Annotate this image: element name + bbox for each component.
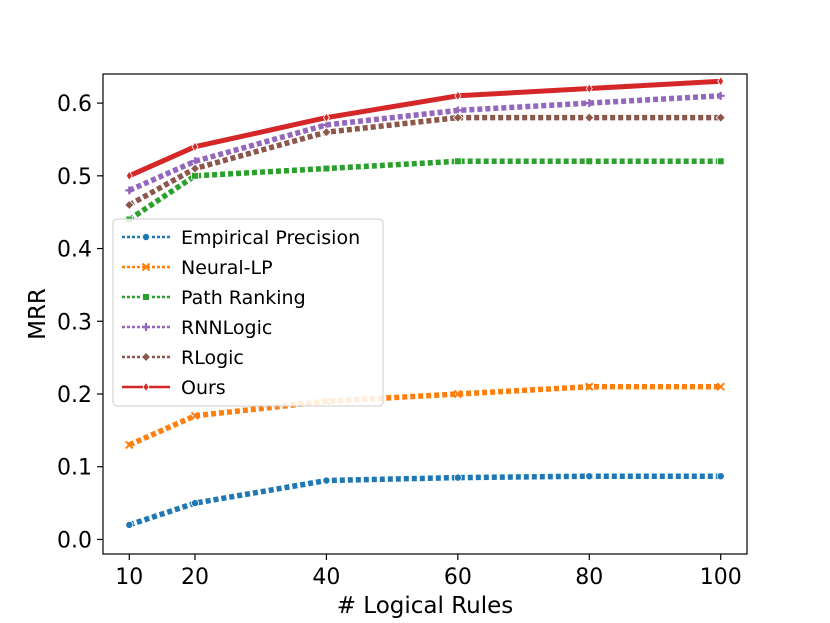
legend-frame xyxy=(112,218,384,407)
legend-entry-rnnlogic: RNNLogic xyxy=(122,317,272,339)
data-point-neural-lp xyxy=(453,389,463,399)
data-point-neural-lp xyxy=(716,382,725,391)
y-tick-label: 0.1 xyxy=(57,456,92,481)
data-point-rnnlogic xyxy=(716,91,725,100)
y-tick-label: 0.5 xyxy=(57,165,92,190)
legend-entry-path-ranking: Path Ranking xyxy=(122,287,306,309)
legend: Empirical Precision Neural-LP Path Ranking… xyxy=(112,218,384,407)
x-tick-label: 10 xyxy=(115,565,143,590)
series-path-ranking xyxy=(125,157,725,224)
legend-marker xyxy=(142,323,150,331)
x-tick-label: 80 xyxy=(575,565,603,590)
legend-entry-ours: Ours xyxy=(122,377,226,399)
plot-lines xyxy=(124,76,726,529)
series-ours xyxy=(125,76,725,182)
legend-entry-rlogic: RLogic xyxy=(122,347,244,369)
legend-entry-neural-lp: Neural-LP xyxy=(122,257,273,279)
legend-label: Ours xyxy=(181,377,226,399)
data-point-ours xyxy=(322,112,330,123)
data-point-path-ranking xyxy=(716,157,725,166)
data-point-neural-lp xyxy=(190,411,200,421)
series-empirical-precision xyxy=(125,472,725,529)
data-point-rnnlogic xyxy=(125,186,134,195)
legend-label: RNNLogic xyxy=(181,317,272,339)
legend-label: Neural-LP xyxy=(181,257,273,279)
data-point-rnnlogic xyxy=(585,99,594,108)
series-line-ours xyxy=(128,78,721,179)
data-point-rlogic xyxy=(452,112,463,123)
legend-label: Empirical Precision xyxy=(181,227,360,249)
y-tick-label: 0.6 xyxy=(57,92,92,117)
y-tick-label: 0.3 xyxy=(57,310,92,335)
y-tick-label: 0.2 xyxy=(57,383,92,408)
data-point-neural-lp xyxy=(585,382,594,391)
axes-frame xyxy=(102,73,748,555)
legend-label: Path Ranking xyxy=(181,287,306,309)
legend-marker xyxy=(141,262,151,272)
data-point-path-ranking xyxy=(585,157,594,166)
data-point-ours xyxy=(125,170,133,182)
y-axis-ticks: 0.0 0.1 0.2 0.3 0.4 0.5 0.6 xyxy=(57,92,103,553)
x-tick-label: 40 xyxy=(312,565,340,590)
legend-marker xyxy=(141,232,150,241)
y-axis-label: MRR xyxy=(25,288,51,340)
data-point-empirical-precision xyxy=(190,499,199,508)
data-point-empirical-precision xyxy=(453,473,462,482)
data-point-empirical-precision xyxy=(716,472,725,481)
data-point-path-ranking xyxy=(454,157,462,166)
series-rlogic xyxy=(124,112,726,210)
series-line-rlogic xyxy=(127,114,721,208)
data-point-ours xyxy=(717,76,725,87)
x-tick-label: 20 xyxy=(181,565,209,590)
data-point-ours xyxy=(585,83,593,94)
legend-marker xyxy=(140,351,152,363)
legend-entry-empirical-precision: Empirical Precision xyxy=(122,227,360,249)
data-point-rlogic xyxy=(584,112,595,123)
data-point-rlogic xyxy=(124,199,135,210)
x-tick-label: 60 xyxy=(444,565,472,590)
data-point-path-ranking xyxy=(322,164,331,173)
y-tick-label: 0.0 xyxy=(57,528,92,553)
legend-label: RLogic xyxy=(181,347,244,369)
x-tick-label: 100 xyxy=(700,565,742,590)
series-line-rnnlogic xyxy=(128,93,721,193)
data-point-neural-lp xyxy=(125,440,134,450)
data-point-empirical-precision xyxy=(322,476,331,485)
legend-marker xyxy=(142,381,150,393)
data-point-empirical-precision xyxy=(125,520,134,529)
series-line-neural-lp xyxy=(128,383,721,448)
x-axis-ticks: 10 20 40 60 80 100 xyxy=(115,554,742,590)
data-point-ours xyxy=(191,141,199,152)
data-point-ours xyxy=(454,90,462,102)
y-tick-label: 0.4 xyxy=(57,238,92,263)
data-point-empirical-precision xyxy=(585,472,594,481)
data-point-rlogic xyxy=(715,112,726,123)
series-line-path-ranking xyxy=(127,158,721,222)
data-point-rlogic xyxy=(321,127,332,138)
x-axis-label: # Logical Rules xyxy=(337,593,514,619)
series-line-empirical-precision xyxy=(128,473,721,528)
legend-marker xyxy=(142,293,150,301)
data-point-rlogic xyxy=(189,163,201,174)
